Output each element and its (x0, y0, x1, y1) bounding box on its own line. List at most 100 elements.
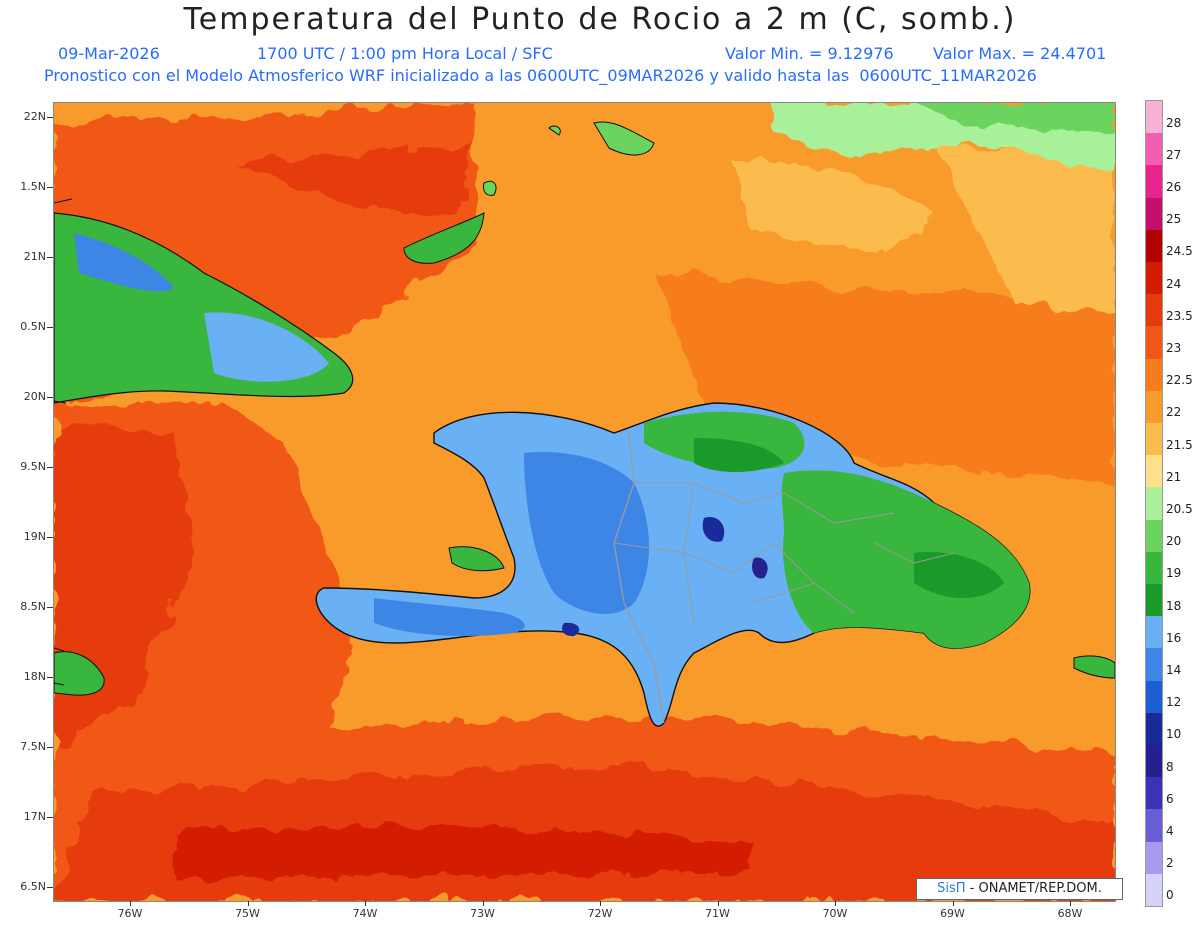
turks-caicos-island (593, 121, 655, 156)
color-scale-label: 4 (1166, 823, 1174, 838)
lat-tick-label: 22N (23, 110, 46, 123)
lat-tick-mark (47, 677, 53, 678)
lat-tick-label: 21N (23, 250, 46, 263)
color-scale-label: 23 (1166, 340, 1182, 355)
lon-tick-label: 72W (587, 907, 613, 920)
color-scale-segment (1146, 712, 1162, 746)
lon-tick-mark (717, 901, 719, 906)
min-value: Valor Min. = 9.12976 (725, 44, 894, 63)
color-scale-label: 21.5 (1166, 437, 1193, 452)
cuba-landmass (54, 212, 354, 404)
lon-tick-mark (1070, 901, 1071, 906)
color-scale-segment (1146, 262, 1162, 295)
color-scale-label: 18 (1166, 598, 1182, 613)
lat-tick-label: 17N (23, 810, 46, 823)
lat-tick-mark (47, 817, 53, 818)
color-scale-label: 10 (1166, 727, 1182, 742)
lon-tick-label: 74W (352, 907, 378, 920)
lat-tick-label: 20N (23, 390, 46, 403)
color-scale-label: 20 (1166, 534, 1182, 549)
lon-tick-label: 73W (470, 907, 495, 920)
lat-tick-mark (47, 537, 53, 538)
valid-time: 1700 UTC / 1:00 pm Hora Local / SFC (257, 44, 553, 63)
color-scale-segment (1146, 551, 1162, 585)
color-scale-label: 25 (1166, 212, 1182, 227)
color-scale-segment (1146, 777, 1162, 810)
color-scale-label: 20.5 (1166, 501, 1193, 516)
color-scale-segment (1146, 326, 1162, 360)
color-scale-segment (1146, 584, 1162, 617)
color-scale-segment (1146, 873, 1162, 907)
lat-tick-label: 8.5N (20, 600, 46, 613)
color-scale-segment (1146, 165, 1162, 199)
credit-box: SisΠ - ONAMET/REP.DOM. (916, 878, 1123, 900)
color-scale-segment (1146, 487, 1162, 521)
color-scale-segment (1146, 197, 1162, 231)
lat-tick-label: 7.5N (20, 740, 46, 753)
lon-tick-mark (835, 901, 836, 906)
lon-tick-label: 70W (822, 907, 848, 920)
lon-tick-label: 71W (705, 907, 730, 920)
lat-tick-label: 19N (23, 530, 46, 543)
color-scale (1145, 100, 1163, 907)
lat-tick-mark (47, 467, 53, 468)
credit-text: - ONAMET/REP.DOM. (969, 881, 1102, 896)
lon-tick-mark (365, 901, 366, 906)
color-scale-segment (1146, 133, 1162, 166)
lat-tick-label: 6.5N (20, 880, 46, 893)
hispaniola-landmass (315, 402, 1031, 727)
lon-tick-mark (247, 901, 249, 906)
credit-brand: SisΠ (937, 881, 966, 896)
color-scale-segment (1146, 809, 1162, 843)
color-scale-label: 12 (1166, 695, 1182, 710)
color-scale-label: 22.5 (1166, 373, 1193, 388)
color-scale-segment (1146, 229, 1162, 263)
color-scale-label: 19 (1166, 566, 1182, 581)
lon-tick-mark (130, 901, 131, 906)
color-scale-label: 24 (1166, 276, 1182, 291)
color-scale-label: 2 (1166, 856, 1174, 871)
lon-tick-mark (600, 901, 601, 906)
lat-tick-label: 1.5N (20, 180, 46, 193)
color-scale-label: 14 (1166, 662, 1182, 677)
forecast-info: Pronostico con el Modelo Atmosferico WRF… (44, 66, 1037, 85)
color-scale-label: 26 (1166, 179, 1182, 194)
lat-tick-mark (47, 327, 53, 328)
lon-tick-label: 68W (1057, 907, 1083, 920)
color-scale-segment (1146, 519, 1162, 553)
jamaica-island (54, 651, 105, 696)
color-scale-label: 8 (1166, 759, 1174, 774)
lat-tick-mark (47, 187, 53, 188)
color-scale-label: 27 (1166, 147, 1182, 162)
lon-tick-label: 69W (940, 907, 965, 920)
lon-tick-mark (952, 901, 954, 906)
lat-tick-mark (47, 397, 53, 398)
lon-tick-label: 75W (235, 907, 260, 920)
color-scale-label: 28 (1166, 115, 1182, 130)
color-scale-label: 22 (1166, 405, 1182, 420)
color-scale-segment (1146, 648, 1162, 682)
color-scale-label: 23.5 (1166, 308, 1193, 323)
lat-tick-mark (47, 747, 53, 748)
color-scale-segment (1146, 101, 1162, 134)
lat-tick-label: 9.5N (20, 460, 46, 473)
lat-tick-label: 0.5N (20, 320, 46, 333)
max-value: Valor Max. = 24.4701 (933, 44, 1107, 63)
valid-date: 09-Mar-2026 (58, 44, 160, 63)
color-scale-segment (1146, 423, 1162, 456)
puerto-rico-edge (1073, 655, 1115, 679)
lat-tick-label: 18N (23, 670, 46, 683)
lat-tick-mark (47, 257, 53, 258)
great-inagua-island (403, 212, 485, 264)
color-scale-label: 6 (1166, 791, 1174, 806)
lon-tick-label: 76W (117, 907, 143, 920)
color-scale-segment (1146, 680, 1162, 714)
color-scale-segment (1146, 745, 1162, 778)
lat-tick-mark (47, 117, 53, 118)
color-scale-label: 0 (1166, 888, 1174, 903)
color-scale-label: 24.5 (1166, 244, 1193, 259)
dewpoint-map (53, 102, 1116, 902)
color-scale-segment (1146, 390, 1162, 424)
lat-tick-mark (47, 607, 53, 608)
color-scale-segment (1146, 294, 1162, 327)
